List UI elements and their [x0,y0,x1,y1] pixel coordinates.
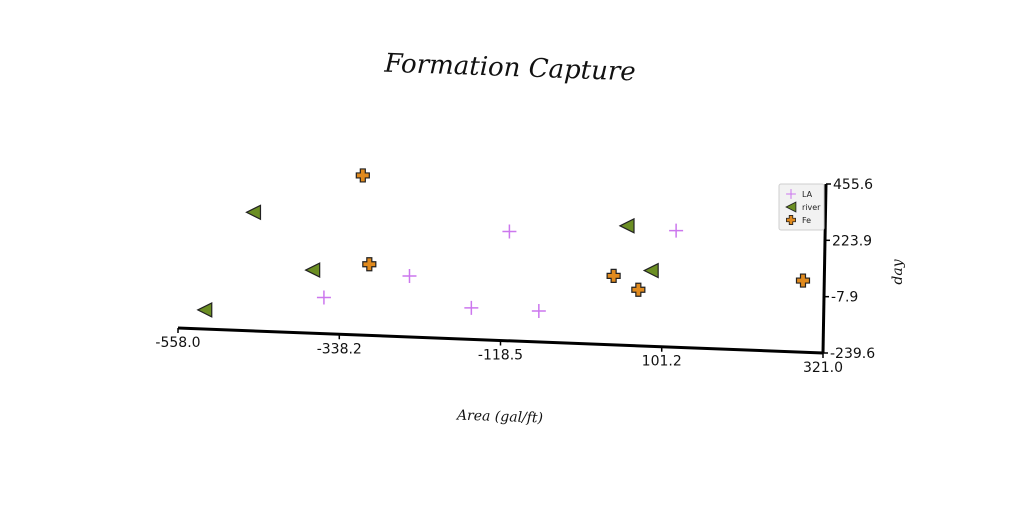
point-la [502,224,517,239]
point-fe [795,273,811,288]
point-fe [606,268,621,283]
x-axis-label: Area (gal/ft) [455,407,544,426]
point-la [316,290,331,305]
point-la [531,303,546,318]
point-fe [631,282,646,297]
point-fe [355,168,370,183]
x-tick-label: -558.0 [155,335,200,351]
chart-title: Formation Capture [383,49,636,88]
y-tick-label: -7.9 [831,290,858,306]
x-tick-label: -338.2 [317,341,362,357]
y-axis-line [821,183,828,354]
y-tick-label: -239.6 [830,346,875,362]
point-la [402,269,417,284]
legend-label-la: LA [802,190,813,199]
legend-marker-river [785,201,797,213]
legend-label-fe: Fe [802,216,811,225]
y-ticks: -239.6 -7.9 223.9 455.6 [823,177,875,362]
point-river [642,262,659,279]
point-river [304,262,321,279]
point-river [618,217,635,234]
x-tick-label: 321.0 [803,360,843,376]
y-tick-label: 223.9 [832,233,872,249]
y-tick-label: 455.6 [833,177,873,193]
point-river [245,204,262,221]
x-ticks: -558.0 -338.2 -118.5 101.2 321.0 [155,328,843,376]
point-fe [362,257,377,272]
legend: LA river Fe [778,183,825,231]
y-axis-label: day [890,258,906,284]
axes [177,183,828,355]
x-tick-label: -118.5 [478,348,523,364]
point-la [464,300,479,315]
point-la [669,223,684,238]
legend-marker-fe [786,215,796,225]
point-river [196,301,213,318]
legend-marker-la [786,189,796,199]
legend-label-river: river [802,203,821,212]
x-tick-label: 101.2 [642,354,682,370]
data-points [196,168,811,318]
